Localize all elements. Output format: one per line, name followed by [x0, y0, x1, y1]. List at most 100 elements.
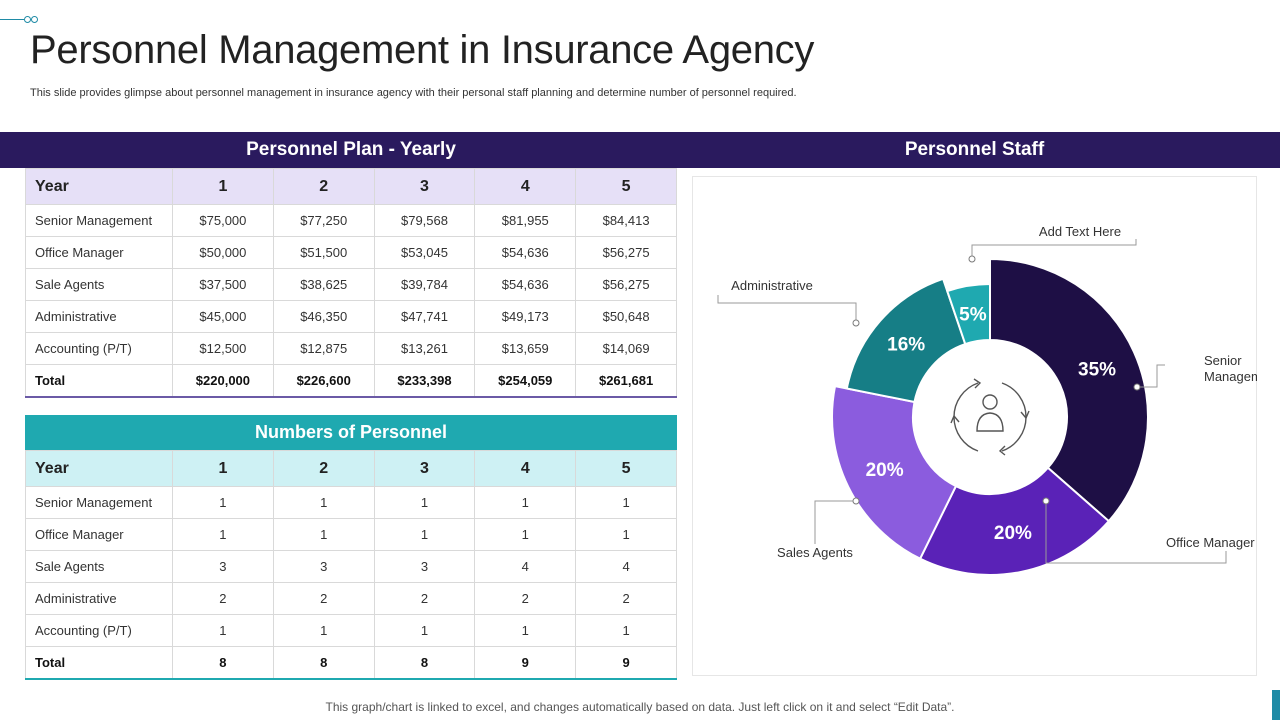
- table-cell: $37,500: [172, 268, 274, 301]
- table-cell: 3: [172, 550, 274, 583]
- table-cell: $39,784: [373, 268, 476, 301]
- callout-dot: [1042, 497, 1050, 505]
- table-row: Senior Management $75,000 $77,250 $79,56…: [25, 204, 677, 237]
- table-cell: 1: [373, 614, 476, 647]
- personnel-count-table: Year 1 2 3 4 5 Senior Management 1 1 1 1…: [25, 450, 677, 680]
- person-cycle-icon: [950, 378, 1030, 456]
- table-cell: 2: [373, 582, 476, 615]
- table-cell: 2: [272, 582, 375, 615]
- table-cell: $84,413: [575, 204, 677, 237]
- table-row: Sale Agents $37,500 $38,625 $39,784 $54,…: [25, 268, 677, 301]
- slice-value-label: 20%: [994, 523, 1032, 544]
- callout-line: [717, 295, 857, 323]
- table-cell: $13,261: [373, 332, 476, 365]
- table-cell: 1: [474, 518, 577, 551]
- row-label: Office Manager: [25, 236, 173, 269]
- decorative-corner-bar: [1272, 690, 1280, 720]
- table-cell: 8: [272, 646, 375, 680]
- table-cell: 4: [474, 550, 577, 583]
- table-cell: 8: [373, 646, 476, 680]
- table-row: Office Manager $50,000 $51,500 $53,045 $…: [25, 236, 677, 269]
- staff-section-title: Personnel Staff: [904, 139, 1045, 160]
- table-row: Sale Agents 3 3 3 4 4: [25, 550, 677, 583]
- table-total-row: Total 8 8 8 9 9: [25, 646, 677, 680]
- page-subtitle: This slide provides glimpse about person…: [30, 87, 797, 99]
- header-cell: 2: [272, 168, 375, 205]
- table-row: Administrative $45,000 $46,350 $47,741 $…: [25, 300, 677, 333]
- table-cell: $53,045: [373, 236, 476, 269]
- row-label: Office Manager: [25, 518, 173, 551]
- table-cell: $81,955: [474, 204, 577, 237]
- table-cell: $226,600: [272, 364, 375, 398]
- row-label: Total: [25, 364, 173, 398]
- callout-dot: [852, 319, 860, 327]
- personnel-count-title: Numbers of Personnel: [25, 415, 677, 450]
- table-cell: $50,000: [172, 236, 274, 269]
- callout-dot: [1133, 383, 1141, 391]
- table-cell: $56,275: [575, 268, 677, 301]
- table-cell: 9: [474, 646, 577, 680]
- table-cell: $49,173: [474, 300, 577, 333]
- table-cell: 1: [272, 486, 375, 519]
- header-cell: 4: [474, 168, 577, 205]
- header-cell: 1: [172, 168, 274, 205]
- table-cell: $38,625: [272, 268, 375, 301]
- decorative-line: [0, 19, 24, 20]
- callout-dot: [968, 255, 976, 263]
- header-cell: Year: [25, 450, 173, 487]
- table-cell: 1: [272, 518, 375, 551]
- table-cell: 9: [575, 646, 677, 680]
- table-cell: 2: [575, 582, 677, 615]
- table-cell: $47,741: [373, 300, 476, 333]
- slice-value-label: 20%: [866, 460, 904, 481]
- table-header-row: Year 1 2 3 4 5: [25, 450, 677, 487]
- row-label: Accounting (P/T): [25, 614, 173, 647]
- table-cell: $51,500: [272, 236, 375, 269]
- table-cell: $13,659: [474, 332, 577, 365]
- table-cell: $12,500: [172, 332, 274, 365]
- page-title: Personnel Management in Insurance Agency: [30, 28, 815, 72]
- table-row: Office Manager 1 1 1 1 1: [25, 518, 677, 551]
- table-cell: 1: [172, 486, 274, 519]
- table-cell: 2: [172, 582, 274, 615]
- row-label: Sale Agents: [25, 268, 173, 301]
- header-cell: 5: [575, 450, 677, 487]
- table-cell: 1: [373, 518, 476, 551]
- callout-line: [971, 239, 1137, 259]
- table-cell: 1: [172, 518, 274, 551]
- table-cell: $56,275: [575, 236, 677, 269]
- table-cell: $79,568: [373, 204, 476, 237]
- table-cell: $45,000: [172, 300, 274, 333]
- row-label: Accounting (P/T): [25, 332, 173, 365]
- row-label: Total: [25, 646, 173, 680]
- header-cell: 4: [474, 450, 577, 487]
- table-cell: $14,069: [575, 332, 677, 365]
- table-cell: $54,636: [474, 236, 577, 269]
- row-label: Administrative: [25, 300, 173, 333]
- header-cell: 3: [373, 450, 476, 487]
- table-cell: $233,398: [373, 364, 476, 398]
- row-label: Administrative: [25, 582, 173, 615]
- table-cell: $46,350: [272, 300, 375, 333]
- table-cell: 1: [474, 614, 577, 647]
- row-label: Senior Management: [25, 204, 173, 237]
- slice-category-label: Administrative: [731, 278, 813, 293]
- plan-section-title: Personnel Plan - Yearly: [246, 139, 456, 160]
- staff-chart-panel: [692, 176, 1257, 676]
- table-header-row: Year 1 2 3 4 5: [25, 168, 677, 205]
- row-label: Senior Management: [25, 486, 173, 519]
- decorative-dot: [31, 16, 38, 23]
- table-cell: $77,250: [272, 204, 375, 237]
- table-row: Senior Management 1 1 1 1 1: [25, 486, 677, 519]
- table-cell: $50,648: [575, 300, 677, 333]
- table-cell: 8: [172, 646, 274, 680]
- header-cell: Year: [25, 168, 173, 205]
- table-cell: 3: [373, 550, 476, 583]
- personnel-plan-table: Year 1 2 3 4 5 Senior Management $75,000…: [25, 168, 677, 398]
- table-cell: 4: [575, 550, 677, 583]
- table-cell: 1: [575, 614, 677, 647]
- table-row: Administrative 2 2 2 2 2: [25, 582, 677, 615]
- slice-value-label: 35%: [1078, 360, 1116, 381]
